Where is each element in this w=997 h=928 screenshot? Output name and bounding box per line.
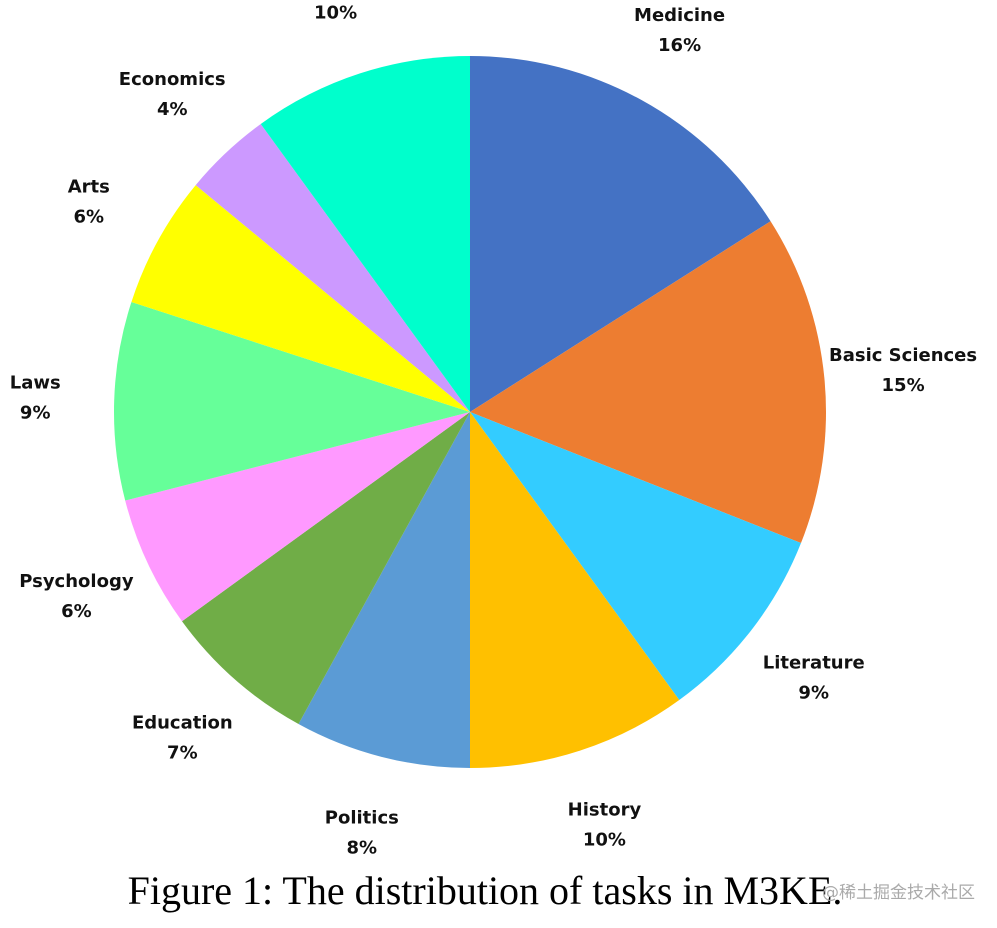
pie-slice (125, 412, 471, 622)
value-label: 6% (74, 206, 105, 227)
caption: Figure 1: The distribution of tasks in M… (128, 868, 843, 913)
value-label: 4% (157, 99, 188, 120)
slice-label: Education (132, 712, 233, 733)
value-label: 10% (314, 2, 357, 23)
slice-label: Medicine (634, 5, 725, 26)
pie-slice (470, 412, 802, 701)
pie-slice (470, 412, 680, 768)
pie-slice (470, 56, 771, 412)
pie-slice (470, 221, 826, 544)
value-label: 7% (167, 742, 198, 763)
pie-slice (298, 412, 470, 768)
slice-label: Arts (68, 176, 110, 197)
slice-label: Laws (10, 372, 61, 393)
slice-label: Psychology (19, 571, 134, 592)
value-label: 16% (658, 35, 701, 56)
pie-slice (181, 412, 471, 724)
watermark: @稀土掘金技术社区 (822, 883, 975, 903)
slice-label: Basic Sciences (829, 345, 977, 366)
slice-label: Politics (325, 807, 399, 828)
value-label: 9% (798, 683, 829, 704)
value-label: 15% (882, 375, 925, 396)
pie-slice (195, 123, 471, 412)
value-label: 10% (583, 830, 626, 851)
slice-label: Economics (119, 69, 226, 90)
pie-slice (131, 185, 470, 412)
pie-slice (114, 301, 471, 501)
value-label: 6% (61, 601, 92, 622)
value-label: 9% (20, 402, 51, 423)
slice-label: History (568, 800, 642, 821)
slice-label: Literature (763, 653, 865, 674)
value-label: 8% (347, 837, 378, 858)
pie-slice (260, 55, 470, 412)
